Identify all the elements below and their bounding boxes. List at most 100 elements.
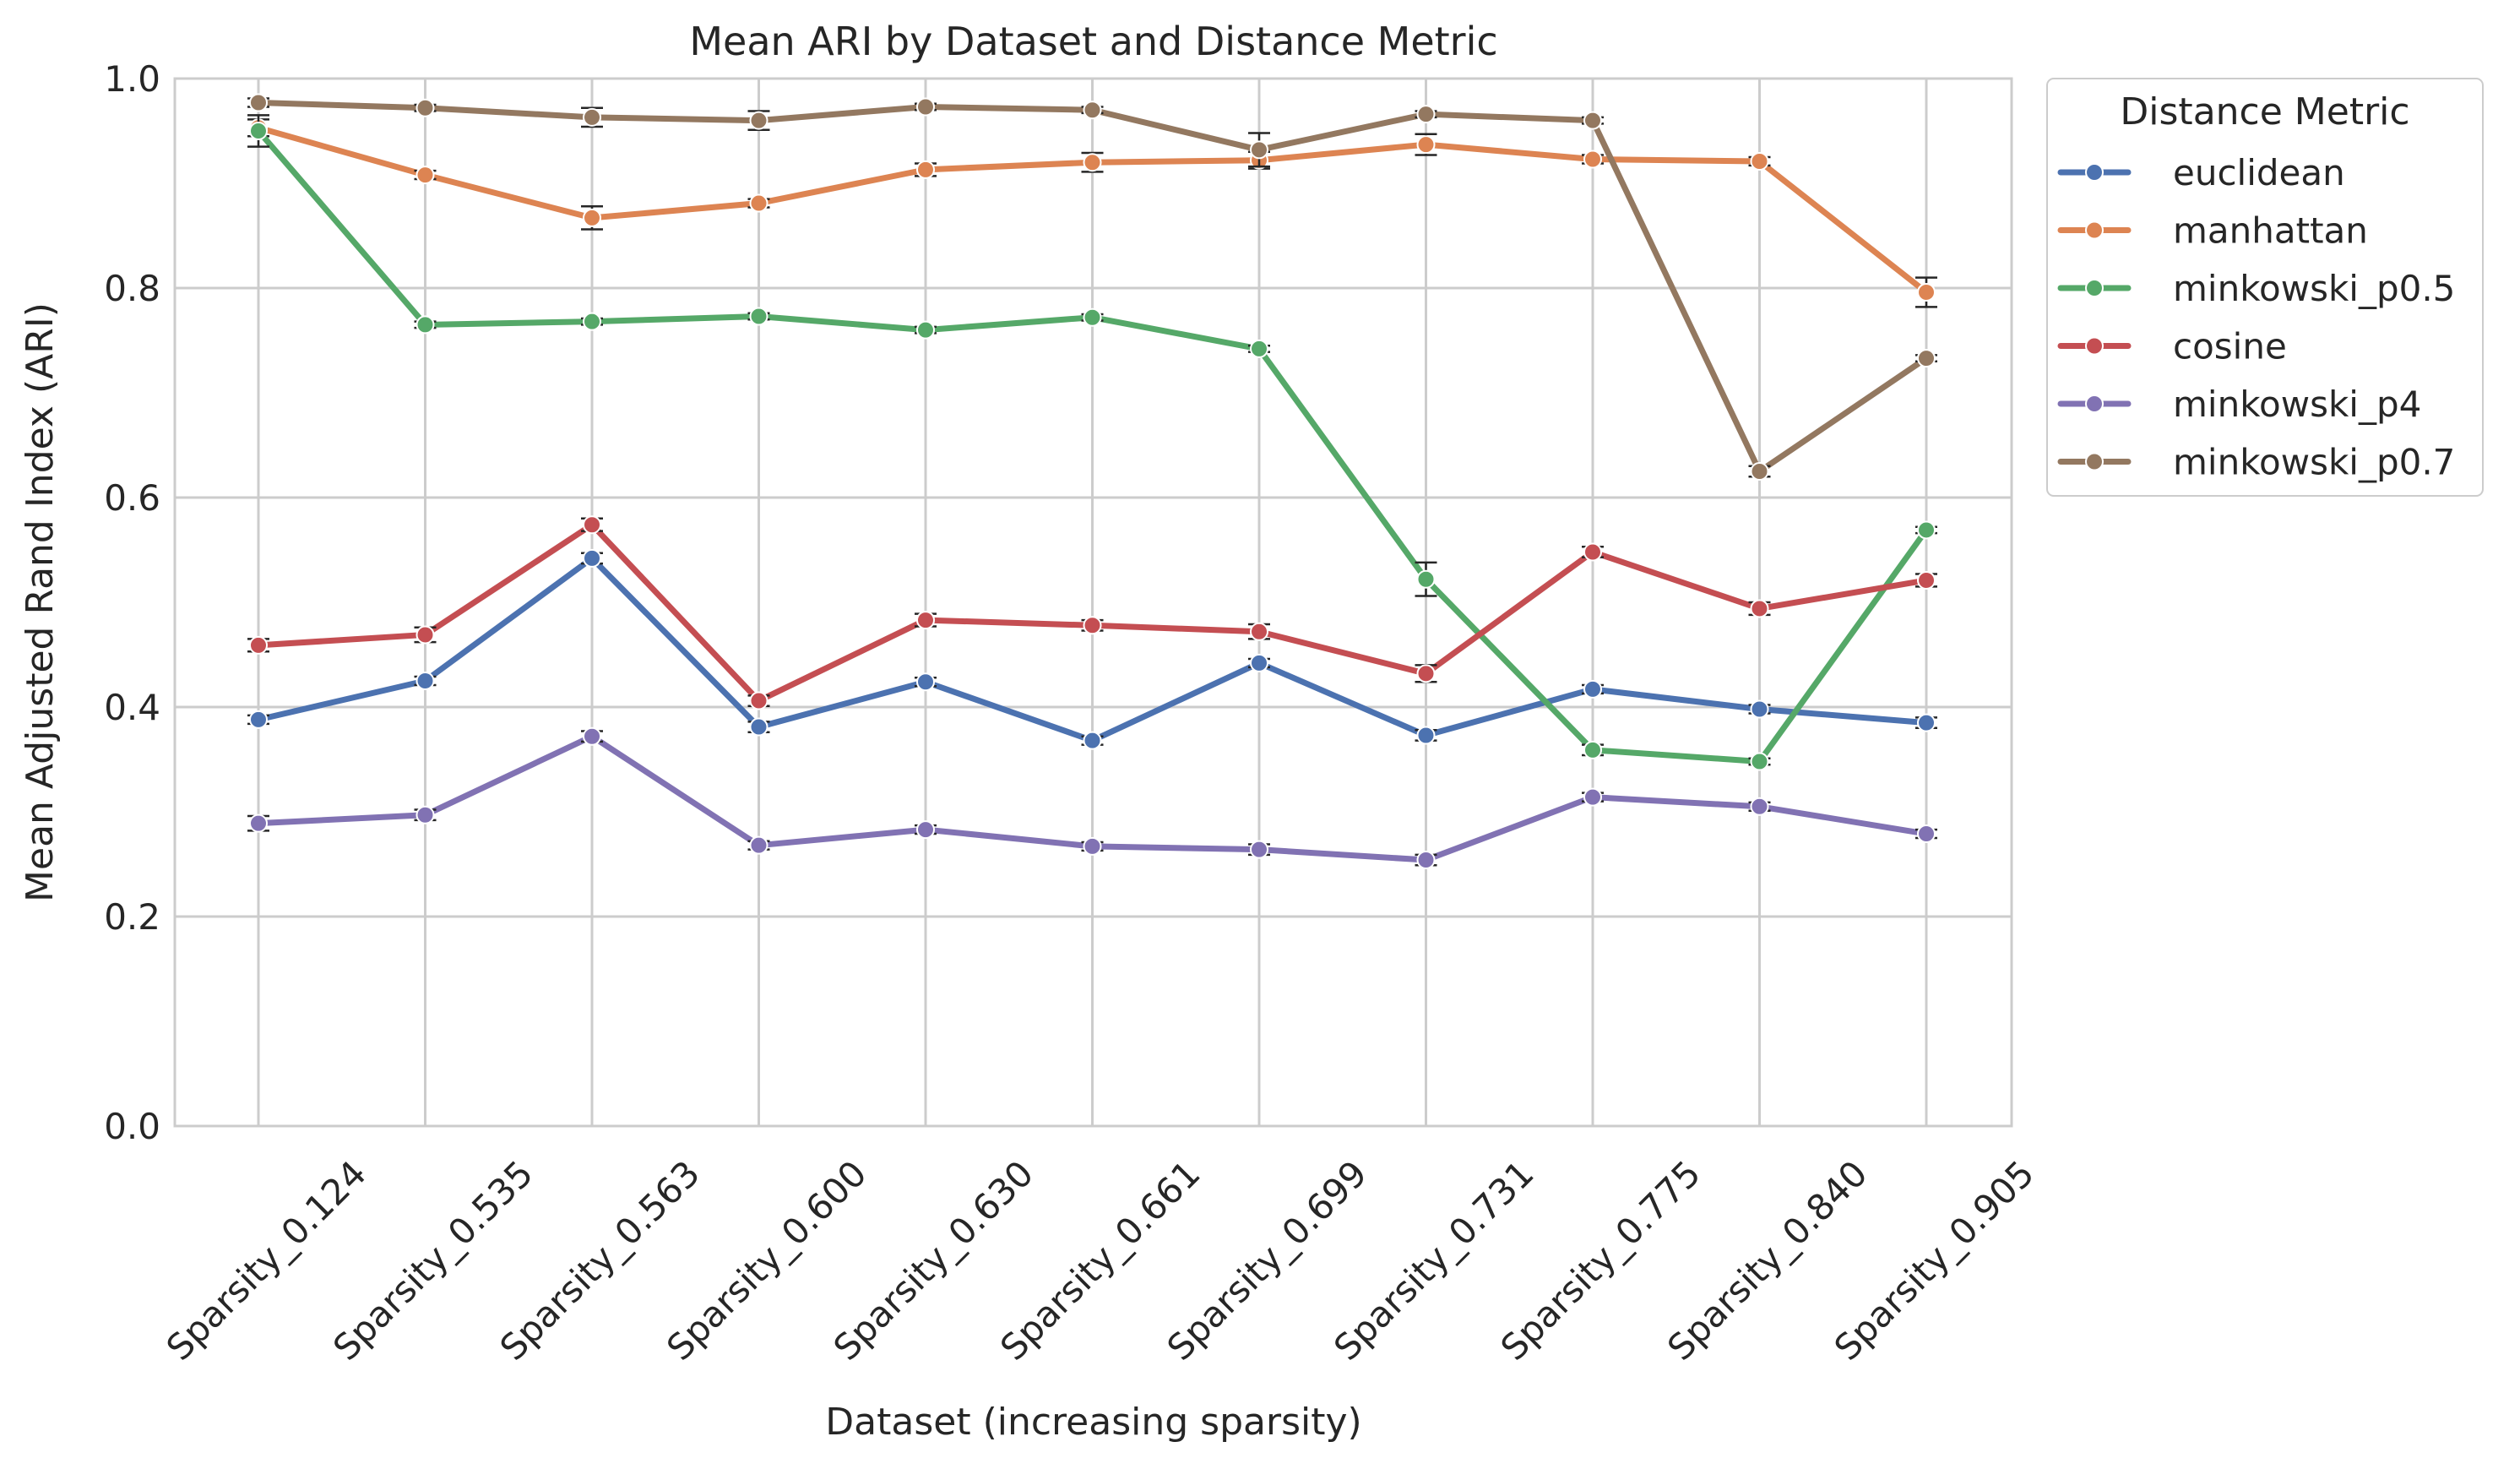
data-point (1583, 111, 1602, 130)
data-point (1416, 851, 1436, 870)
data-point (1416, 135, 1436, 155)
y-axis-title: Mean Adjusted Rand Index (ARI) (19, 302, 62, 902)
data-point (1250, 140, 1268, 160)
series-minkowski_p0.7 (247, 93, 1937, 481)
legend-item-manhattan: manhattan (2057, 210, 2368, 252)
data-point (916, 320, 935, 340)
data-point (1917, 824, 1936, 844)
data-point (415, 315, 435, 335)
data-point (249, 710, 268, 729)
data-point (1917, 713, 1936, 732)
data-point (1750, 599, 1769, 618)
data-point (583, 726, 601, 746)
data-point (1583, 740, 1602, 759)
data-point (749, 717, 768, 737)
y-tick-labels: 0.0 0.2 0.4 0.6 0.8 1.0 (104, 58, 160, 1147)
data-point (415, 672, 435, 690)
data-point (1750, 699, 1769, 719)
data-point (249, 122, 268, 140)
data-point (916, 611, 935, 630)
legend-swatch-marker (2085, 394, 2104, 413)
data-point (583, 548, 601, 568)
legend-label: cosine (2173, 326, 2287, 367)
data-point (249, 813, 268, 833)
data-point (916, 97, 935, 117)
data-point (749, 193, 768, 213)
data-point (1750, 462, 1769, 481)
data-point (1416, 726, 1436, 745)
data-point (415, 166, 435, 185)
series-euclidean (247, 548, 1937, 750)
y-tick-label: 0.8 (104, 268, 160, 309)
legend-swatch-marker (2085, 336, 2104, 356)
data-point (1083, 101, 1102, 120)
data-point (1416, 105, 1436, 124)
data-point (1917, 349, 1936, 368)
data-point (1583, 542, 1602, 562)
data-point (1917, 282, 1936, 302)
data-point (1416, 569, 1436, 589)
data-point (1250, 840, 1268, 859)
legend: Distance Metric euclidean manhattan minkow… (2046, 78, 2484, 497)
legend-title: Distance Metric (2120, 90, 2409, 133)
data-point (916, 160, 935, 179)
legend-item-cosine: cosine (2057, 326, 2287, 367)
plot-frame (173, 77, 2013, 1128)
y-tick-label: 1.0 (104, 58, 160, 100)
data-point (749, 111, 768, 130)
y-tick-label: 0.2 (104, 896, 160, 938)
data-point (1083, 153, 1102, 172)
data-point (1917, 570, 1936, 590)
data-point (1583, 787, 1602, 807)
data-point (1750, 151, 1769, 171)
data-point (1250, 622, 1268, 641)
legend-item-minkowski_p0.5: minkowski_p0.5 (2057, 268, 2455, 309)
data-point (415, 98, 435, 117)
data-point (1083, 731, 1102, 750)
y-tick-label: 0.6 (104, 477, 160, 519)
grid (175, 77, 2012, 1128)
data-point (749, 691, 768, 710)
data-point (249, 635, 268, 655)
data-point (916, 672, 935, 692)
legend-item-euclidean: euclidean (2057, 152, 2345, 193)
data-point (1583, 150, 1602, 169)
data-point (1250, 653, 1268, 672)
chart-title: Mean ARI by Dataset and Distance Metric (689, 19, 1497, 64)
data-point (583, 107, 601, 127)
data-point (249, 93, 268, 112)
y-tick-label: 0.4 (104, 687, 160, 728)
legend-item-minkowski_p0.7: minkowski_p0.7 (2057, 442, 2455, 483)
legend-swatch-marker (2085, 163, 2104, 182)
legend-label: minkowski_p0.7 (2173, 442, 2455, 483)
series-minkowski_p4 (247, 726, 1937, 870)
data-point (583, 208, 601, 227)
data-point (1083, 307, 1102, 327)
legend-label: minkowski_p4 (2173, 384, 2421, 425)
data-point (1083, 836, 1102, 856)
data-point (1583, 679, 1602, 699)
data-point (415, 805, 435, 824)
legend-item-minkowski_p4: minkowski_p4 (2057, 384, 2421, 425)
data-point (583, 312, 601, 331)
data-point (1250, 339, 1268, 358)
data-point (1083, 616, 1102, 635)
data-point (916, 820, 935, 840)
series-cosine (247, 515, 1937, 710)
y-tick-label: 0.0 (104, 1106, 160, 1147)
legend-label: minkowski_p0.5 (2173, 268, 2455, 309)
legend-label: euclidean (2173, 152, 2345, 193)
series-layer (247, 93, 1937, 870)
series-minkowski_p0.5 (247, 114, 1937, 771)
legend-swatch-marker (2085, 452, 2104, 471)
data-point (749, 835, 768, 855)
data-point (1750, 797, 1769, 816)
data-point (415, 625, 435, 645)
legend-label: manhattan (2173, 210, 2368, 252)
x-axis-title: Dataset (increasing sparsity) (825, 1401, 1361, 1444)
data-point (1750, 752, 1769, 771)
legend-swatch-marker (2085, 279, 2104, 297)
data-point (583, 515, 601, 535)
legend-frame (2046, 78, 2484, 497)
